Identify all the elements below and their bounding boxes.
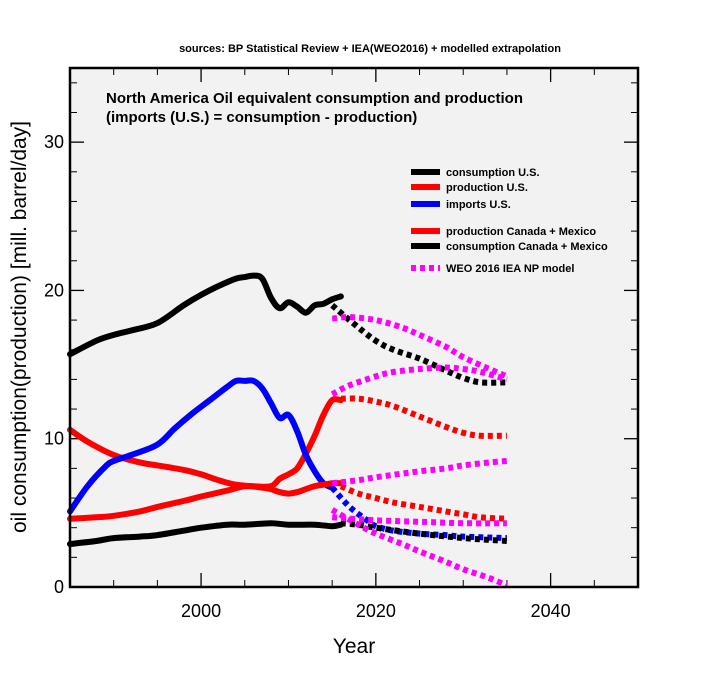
legend-label: production U.S. <box>446 182 528 194</box>
legend-label: consumption U.S. <box>446 167 540 179</box>
legend: consumption U.S. production U.S. imports U… <box>411 167 608 275</box>
series-line <box>330 364 508 397</box>
y-tick-label: 0 <box>54 577 64 597</box>
series-line <box>330 303 507 386</box>
legend-label: production Canada + Mexico <box>446 226 596 238</box>
plot-frame <box>68 66 640 589</box>
chart-title-line2: (imports (U.S.) = consumption - producti… <box>106 109 417 126</box>
series-line <box>331 314 509 380</box>
tick-labels: 2000 2020 2040 0 10 20 30 <box>44 132 571 621</box>
legend-label: WEO 2016 IEA NP model <box>446 263 574 275</box>
series-line <box>331 458 508 487</box>
chart-title-line1: North America Oil equivalent consumption… <box>106 90 523 107</box>
series-layer <box>67 272 509 589</box>
x-axis-label: Year <box>333 635 375 658</box>
series-line <box>340 395 507 439</box>
series-line <box>330 507 509 589</box>
series-line <box>67 377 336 515</box>
y-axis-label: oil consumption(production) [mill. barre… <box>8 121 31 533</box>
source-note: sources: BP Statistical Review + IEA(WEO… <box>179 43 561 55</box>
y-tick-label: 20 <box>44 280 64 300</box>
x-tick-label: 2020 <box>356 601 396 621</box>
series-line <box>340 520 508 544</box>
x-tick-label: 2000 <box>181 601 221 621</box>
series-line <box>67 480 344 522</box>
series-line <box>329 485 508 542</box>
series-line <box>67 520 344 547</box>
series-line <box>67 272 344 358</box>
legend-label: consumption Canada + Mexico <box>446 241 608 253</box>
y-tick-label: 30 <box>44 132 64 152</box>
x-tick-label: 2040 <box>531 601 571 621</box>
series-line <box>339 483 508 522</box>
y-tick-label: 10 <box>44 429 64 449</box>
legend-label: imports U.S. <box>446 199 511 211</box>
series-line <box>331 514 507 527</box>
